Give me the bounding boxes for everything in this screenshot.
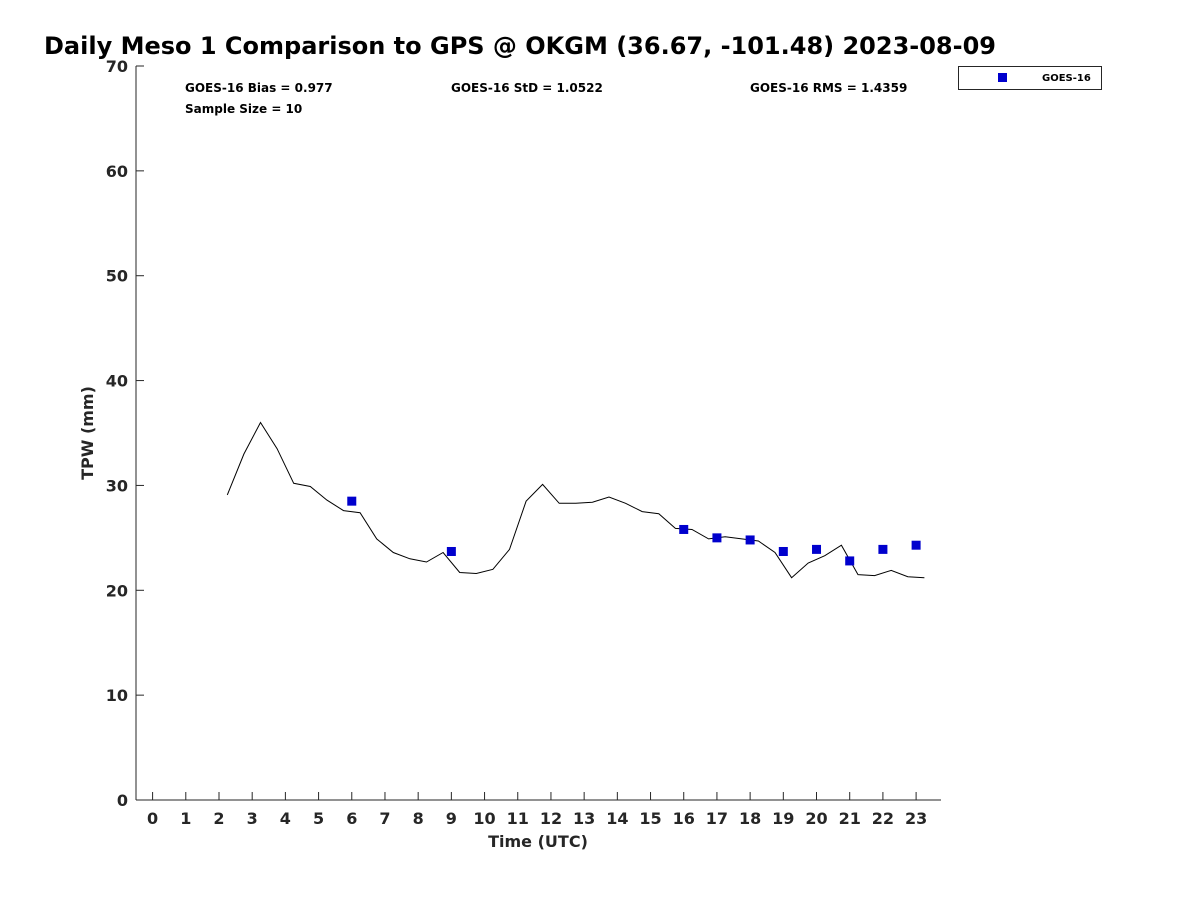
y-tick-label: 0 xyxy=(117,791,128,810)
x-tick-label: 12 xyxy=(540,809,562,828)
y-tick-label: 20 xyxy=(106,581,128,600)
x-tick-label: 6 xyxy=(346,809,357,828)
goes16-point xyxy=(679,524,689,534)
x-tick-label: 10 xyxy=(473,809,495,828)
x-tick-label: 16 xyxy=(673,809,695,828)
x-axis-ticks: 0 1 2 3 4 5 6 7 8 9 10 11 12 13 14 15 16 17 18 19 20 21 22 23 xyxy=(147,792,927,828)
x-tick-label: 7 xyxy=(379,809,390,828)
goes16-point xyxy=(812,544,822,554)
std-annotation: GOES-16 StD = 1.0522 xyxy=(451,81,603,95)
x-tick-label: 13 xyxy=(573,809,595,828)
x-tick-label: 19 xyxy=(772,809,794,828)
legend-box xyxy=(958,66,1102,90)
y-tick-label: 10 xyxy=(106,686,128,705)
x-tick-label: 21 xyxy=(839,809,861,828)
goes16-point xyxy=(712,533,722,543)
legend-label: GOES-16 xyxy=(1042,73,1091,84)
x-tick-label: 5 xyxy=(313,809,324,828)
x-tick-label: 4 xyxy=(280,809,291,828)
rms-annotation: GOES-16 RMS = 1.4359 xyxy=(750,81,907,95)
x-tick-label: 8 xyxy=(413,809,424,828)
x-tick-label: 15 xyxy=(639,809,661,828)
x-tick-label: 14 xyxy=(606,809,628,828)
y-tick-label: 50 xyxy=(106,267,128,286)
x-tick-label: 17 xyxy=(706,809,728,828)
bias-annotation: GOES-16 Bias = 0.977 xyxy=(185,81,333,95)
x-tick-label: 1 xyxy=(180,809,191,828)
goes16-point xyxy=(911,540,921,550)
goes16-point xyxy=(446,546,456,556)
x-tick-label: 9 xyxy=(446,809,457,828)
x-tick-label: 23 xyxy=(905,809,927,828)
x-tick-label: 11 xyxy=(507,809,529,828)
goes16-point xyxy=(878,544,888,554)
legend-marker xyxy=(998,73,1007,82)
y-axis-label: TPW (mm) xyxy=(78,386,97,480)
legend: GOES-16 xyxy=(958,66,1102,90)
x-axis-label: Time (UTC) xyxy=(488,832,588,851)
x-tick-label: 20 xyxy=(805,809,827,828)
y-tick-label: 30 xyxy=(106,476,128,495)
gps-tpw-line xyxy=(226,421,925,579)
x-tick-label: 0 xyxy=(147,809,158,828)
goes16-point xyxy=(347,496,357,506)
goes16-point xyxy=(778,546,788,556)
y-tick-label: 70 xyxy=(106,57,128,76)
x-tick-label: 3 xyxy=(247,809,258,828)
x-tick-label: 2 xyxy=(213,809,224,828)
y-tick-label: 40 xyxy=(106,372,128,391)
goes16-point xyxy=(745,535,755,545)
sample-size-annotation: Sample Size = 10 xyxy=(185,102,302,116)
chart-title: Daily Meso 1 Comparison to GPS @ OKGM (3… xyxy=(44,32,996,60)
series-layer xyxy=(226,421,925,579)
x-tick-label: 18 xyxy=(739,809,761,828)
goes16-point xyxy=(845,556,855,566)
y-tick-label: 60 xyxy=(106,162,128,181)
y-axis-ticks: 0 10 20 30 40 50 60 70 xyxy=(106,57,144,810)
x-tick-label: 22 xyxy=(872,809,894,828)
